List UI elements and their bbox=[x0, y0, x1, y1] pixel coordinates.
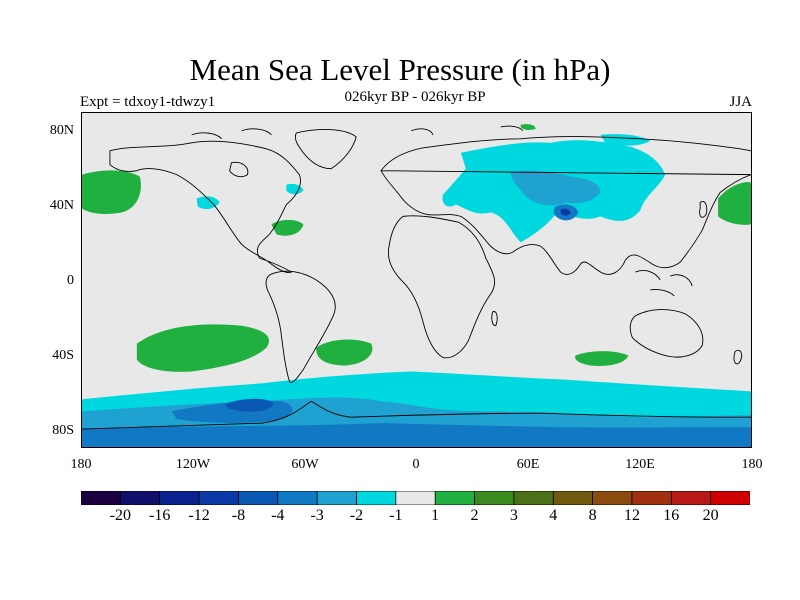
eurasia-minus4-region bbox=[560, 208, 571, 216]
colorbar-tick-label: -2 bbox=[349, 507, 364, 524]
colorbar-swatch bbox=[552, 491, 594, 505]
colorbar-tick-label: 8 bbox=[588, 507, 597, 524]
southern-ocean-deep-region bbox=[82, 423, 751, 447]
colorbar-swatch bbox=[395, 491, 436, 505]
coast-madagascar bbox=[491, 311, 498, 327]
lon-label: 180 bbox=[741, 457, 763, 472]
coast-japan bbox=[699, 201, 708, 218]
lon-label: 60W bbox=[291, 457, 319, 472]
coast-north-america bbox=[109, 140, 301, 273]
season-label: JJA bbox=[729, 94, 752, 110]
colorbar-tick-label: 2 bbox=[470, 507, 479, 524]
coast-antarctica bbox=[82, 400, 751, 430]
pressure-anomaly-map bbox=[81, 112, 752, 448]
colorbar-tick-label: 16 bbox=[663, 507, 680, 524]
colorbar-swatch bbox=[119, 491, 161, 505]
experiment-label: Expt = tdxoy1-tdwzy1 bbox=[80, 94, 216, 110]
colorbar-swatch bbox=[513, 491, 554, 505]
coast-south-america bbox=[265, 270, 336, 384]
colorbar-tick-label: -3 bbox=[310, 507, 324, 524]
lon-label: 120E bbox=[625, 457, 655, 472]
lat-label: 80S bbox=[52, 423, 74, 438]
colorbar-swatch bbox=[670, 491, 712, 505]
coast-new-zealand bbox=[733, 349, 743, 365]
lon-label: 180 bbox=[70, 457, 92, 472]
north-pacific-plus1-region bbox=[82, 170, 141, 215]
colorbar-swatch bbox=[631, 491, 672, 505]
colorbar-swatch bbox=[592, 491, 633, 505]
colorbar-tick-label: -16 bbox=[149, 507, 171, 524]
west-pacific-plus1-region bbox=[718, 182, 751, 225]
colorbar-swatch bbox=[159, 491, 200, 505]
southern-ocean-minus4-region bbox=[225, 398, 274, 412]
colorbar-swatch bbox=[277, 491, 318, 505]
indian-ocean-plus1-region bbox=[575, 351, 629, 366]
colorbar-tick-label: -1 bbox=[389, 507, 403, 524]
coast-hudson-bay bbox=[229, 161, 249, 178]
colorbar-tick-label: -12 bbox=[188, 507, 210, 524]
coast-arctic-islands bbox=[191, 125, 524, 140]
colorbar-tick-label: -8 bbox=[231, 507, 246, 524]
south-atlantic-plus1-region bbox=[316, 339, 373, 366]
colorbar-tick-label: -4 bbox=[271, 507, 285, 524]
colorbar-swatch bbox=[316, 491, 358, 505]
colorbar-tick-label: -20 bbox=[109, 507, 131, 524]
colorbar-swatch bbox=[434, 491, 476, 505]
lon-label: 120W bbox=[175, 457, 211, 472]
lon-label: 60E bbox=[516, 457, 540, 472]
arctic-plus1-region bbox=[520, 124, 536, 130]
arctic-minus1-region bbox=[600, 134, 651, 146]
coast-maritime-continent bbox=[635, 270, 693, 297]
lat-label: 40S bbox=[52, 348, 74, 363]
coast-greenland bbox=[294, 128, 357, 170]
colorbar-swatch bbox=[474, 491, 515, 505]
time-range-subtitle: 026kyr BP - 026kyr BP bbox=[344, 89, 486, 105]
coast-africa bbox=[387, 215, 495, 359]
na-minus1-region bbox=[196, 196, 220, 210]
colorbar-swatch bbox=[238, 491, 279, 505]
lat-label: 80N bbox=[49, 123, 74, 138]
na-east-minus1-region bbox=[286, 183, 304, 195]
lat-label: 0 bbox=[67, 273, 74, 288]
chart-title: Mean Sea Level Pressure (in hPa) bbox=[189, 52, 611, 87]
colorbar-swatch bbox=[356, 491, 397, 505]
colorbar-tick-label: 20 bbox=[702, 507, 719, 524]
lat-label: 40N bbox=[49, 198, 74, 213]
atlantic-plus1-region bbox=[271, 219, 304, 236]
eurasia-minus2-region bbox=[510, 170, 601, 206]
colorbar-tick-label: 12 bbox=[623, 507, 640, 524]
colorbar-swatch bbox=[81, 491, 122, 505]
coast-australia bbox=[629, 309, 704, 358]
colorbar bbox=[81, 491, 750, 505]
colorbar-swatch bbox=[198, 491, 240, 505]
coastlines bbox=[82, 125, 751, 430]
south-pacific-plus1-region bbox=[136, 324, 270, 372]
colorbar-tick-label: 3 bbox=[509, 507, 518, 524]
coast-europe-asia bbox=[380, 136, 751, 275]
colorbar-tick-label: 1 bbox=[431, 507, 440, 524]
colorbar-tick-label: 4 bbox=[549, 507, 558, 524]
colorbar-swatch bbox=[710, 491, 750, 505]
lon-label: 0 bbox=[412, 457, 420, 472]
